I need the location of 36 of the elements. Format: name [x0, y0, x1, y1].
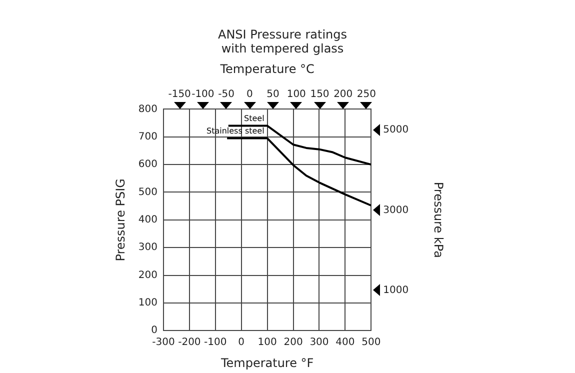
x2-tick-label: -50 — [218, 88, 234, 100]
y-axis-title: Pressure PSIG — [113, 178, 128, 262]
x2-tick-label: 100 — [286, 88, 306, 100]
chart-title: ANSI Pressure ratings with tempered glass — [218, 27, 348, 56]
x-tick-label: 200 — [284, 337, 303, 348]
y-tick-label: 800 — [138, 104, 158, 115]
y-tick-label: 600 — [138, 159, 158, 170]
x2-tick-label: 50 — [266, 88, 280, 100]
y2-tick-label: 1000 — [383, 285, 409, 296]
x-tick-label: 0 — [238, 337, 245, 348]
y-tick-label: 400 — [138, 214, 158, 226]
x-tick-label: -200 — [178, 337, 201, 348]
x2-tick-label: 0 — [246, 88, 253, 100]
x2-tick-label: 150 — [310, 88, 330, 100]
x-tick-label: 300 — [310, 337, 329, 348]
y2-tick-label: 5000 — [383, 124, 409, 136]
y-tick-label: 300 — [138, 242, 158, 254]
x-tick-label: 500 — [362, 337, 381, 348]
x2-tick-label: -100 — [192, 88, 214, 100]
y2-tick-label: 3000 — [383, 204, 409, 216]
x-tick-label: 100 — [258, 337, 277, 348]
x-tick-label: -100 — [204, 337, 227, 348]
x-tick-label: -300 — [152, 337, 175, 348]
x2-tick-label: -150 — [168, 88, 191, 100]
x2-tick-label: 200 — [334, 88, 353, 100]
legend-label: Steel — [244, 114, 264, 123]
y-tick-label: 0 — [151, 325, 158, 336]
y-tick-label: 500 — [138, 186, 158, 198]
y-tick-label: 700 — [138, 131, 158, 142]
x-axis-title: Temperature °F — [220, 356, 314, 370]
y-tick-label: 200 — [138, 270, 158, 281]
x-tick-label: 400 — [336, 337, 355, 348]
y2-axis-title: Pressure kPa — [432, 182, 446, 258]
y-tick-label: 100 — [138, 298, 158, 309]
x2-tick-label: 250 — [356, 88, 376, 100]
x2-axis-title: Temperature °C — [219, 62, 314, 76]
